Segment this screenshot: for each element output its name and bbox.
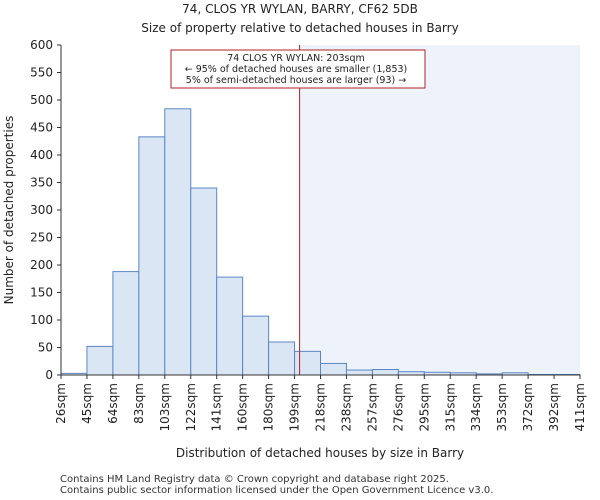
x-tick-label-141sqm: 141sqm — [210, 383, 224, 431]
x-tick-label-199sqm: 199sqm — [288, 383, 302, 431]
x-tick-label-122sqm: 122sqm — [184, 383, 198, 431]
bar-160sqm — [242, 315, 270, 376]
y-tick-label-150: 150 — [30, 286, 53, 300]
bar-103sqm — [164, 108, 192, 376]
x-tick-label-411sqm: 411sqm — [573, 383, 587, 431]
x-tick-label-83sqm: 83sqm — [132, 383, 146, 424]
y-tick-label-450: 450 — [30, 121, 53, 135]
annotation-box: 74 CLOS YR WYLAN: 203sqm ← 95% of detach… — [170, 49, 426, 89]
bar-45sqm — [86, 345, 114, 376]
annotation-line-1: 74 CLOS YR WYLAN: 203sqm — [227, 53, 365, 64]
axes-layer: 0 50 100 150 200 250 300 350 400 450 500 550 600 26sq… — [30, 38, 587, 431]
x-tick-label-160sqm: 160sqm — [236, 383, 250, 431]
footer-line-2: Contains public sector information licen… — [60, 485, 494, 496]
x-tick-label-334sqm: 334sqm — [469, 383, 483, 431]
y-tick-label-50: 50 — [38, 341, 53, 355]
bar-122sqm — [190, 187, 218, 376]
x-tick-label-295sqm: 295sqm — [417, 383, 431, 431]
bar-83sqm — [138, 136, 166, 376]
highlight-region — [299, 45, 580, 375]
y-tick-label-100: 100 — [30, 313, 53, 327]
bar-238sqm — [345, 369, 373, 376]
y-tick-label-250: 250 — [30, 231, 53, 245]
y-tick-label-0: 0 — [45, 368, 53, 382]
x-tick-label-372sqm: 372sqm — [521, 383, 535, 431]
y-tick-label-500: 500 — [30, 93, 53, 107]
bar-64sqm — [112, 271, 140, 376]
highlight-region-layer — [299, 45, 580, 375]
chart-title: 74, CLOS YR WYLAN, BARRY, CF62 5DB — [182, 2, 418, 16]
annotation-line-3: 5% of semi-detached houses are larger (9… — [186, 75, 406, 86]
bar-141sqm — [216, 276, 244, 376]
x-tick-label-353sqm: 353sqm — [495, 383, 509, 431]
y-tick-label-600: 600 — [30, 38, 53, 52]
bar-218sqm — [320, 362, 347, 376]
y-tick-label-200: 200 — [30, 258, 53, 272]
x-axis-label: Distribution of detached houses by size … — [176, 446, 464, 460]
bars-layer — [60, 108, 581, 376]
x-tick-label-238sqm: 238sqm — [339, 383, 353, 431]
x-tick-label-392sqm: 392sqm — [547, 383, 561, 431]
y-tick-label-550: 550 — [30, 66, 53, 80]
x-tick-label-218sqm: 218sqm — [314, 383, 328, 431]
bar-257sqm — [371, 369, 399, 376]
chart-subtitle: Size of property relative to detached ho… — [141, 21, 458, 35]
annotation-line-2: ← 95% of detached houses are smaller (1,… — [185, 64, 408, 75]
x-tick-label-64sqm: 64sqm — [106, 383, 120, 424]
x-tick-label-45sqm: 45sqm — [80, 383, 94, 424]
y-tick-label-400: 400 — [30, 148, 53, 162]
annotation-frame — [170, 49, 426, 89]
bar-180sqm — [268, 341, 296, 376]
x-tick-label-103sqm: 103sqm — [158, 383, 172, 431]
x-tick-label-26sqm: 26sqm — [54, 383, 68, 424]
x-tick-label-315sqm: 315sqm — [443, 383, 457, 431]
x-tick-label-257sqm: 257sqm — [365, 383, 379, 431]
y-tick-label-300: 300 — [30, 203, 53, 217]
y-tick-label-350: 350 — [30, 176, 53, 190]
footer-line-1: Contains HM Land Registry data © Crown c… — [60, 474, 449, 485]
x-tick-label-180sqm: 180sqm — [262, 383, 276, 431]
bar-199sqm — [294, 350, 321, 376]
y-axis-label: Number of detached properties — [2, 116, 16, 305]
x-tick-label-276sqm: 276sqm — [391, 383, 405, 431]
